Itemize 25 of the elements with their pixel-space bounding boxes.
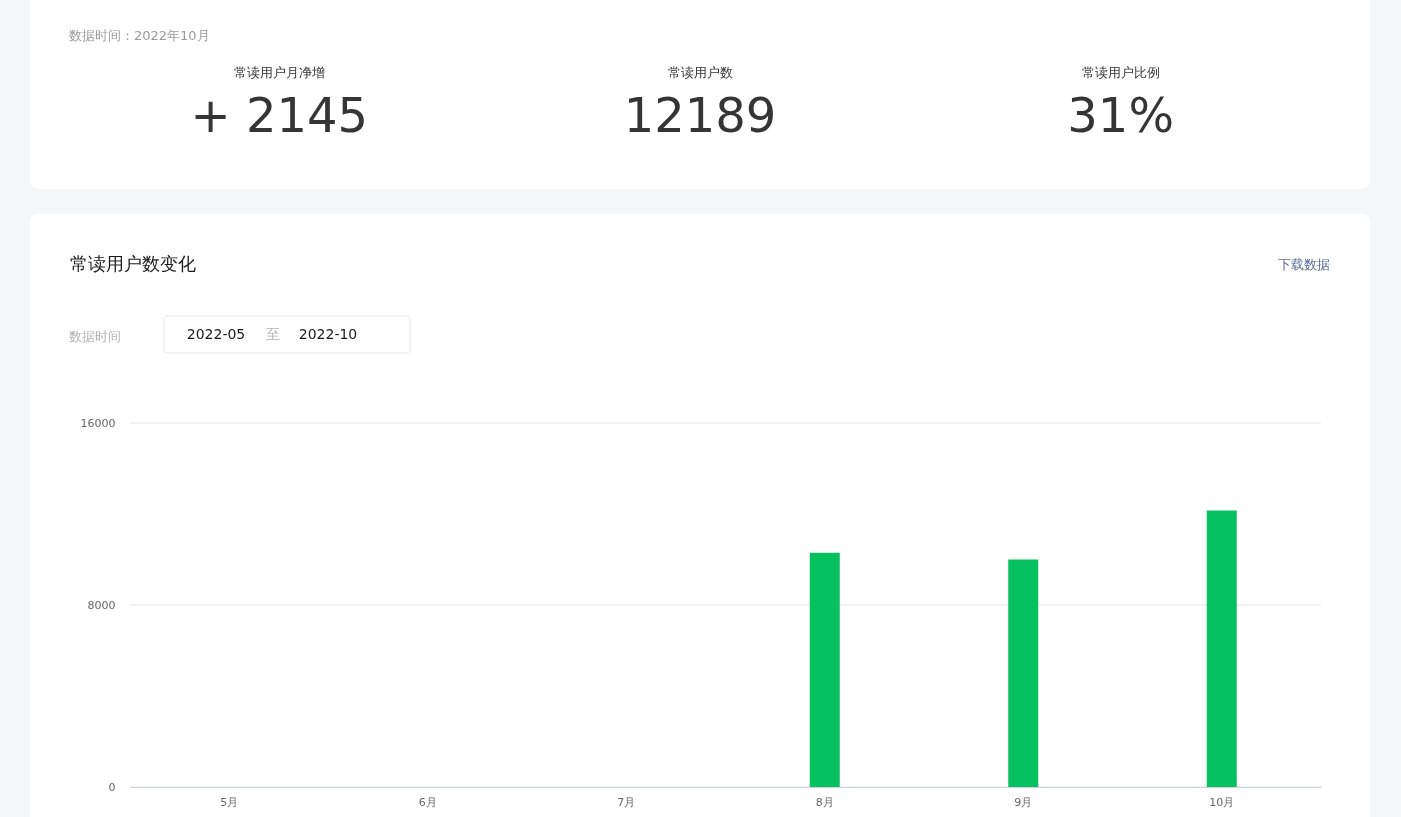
y-tick-label: 0 bbox=[108, 780, 116, 794]
text: 数据时间 bbox=[69, 329, 121, 344]
x-tick-label: 6月 bbox=[418, 795, 437, 809]
text: 至 bbox=[266, 326, 280, 342]
text: 2022-10 bbox=[298, 326, 358, 342]
text: 12189 bbox=[623, 87, 777, 143]
text: 31% bbox=[1067, 87, 1175, 143]
text: 下载数据 bbox=[1278, 257, 1330, 272]
text: 数据时间：2022年10月 bbox=[69, 28, 210, 43]
x-tick-label: 9月 bbox=[1014, 795, 1033, 809]
x-tick-label: 10月 bbox=[1209, 795, 1235, 809]
text: 2022-05 bbox=[186, 326, 246, 342]
chart-title: 常读用户数变化 bbox=[70, 253, 196, 274]
category-label: 常读用户月净增 bbox=[233, 65, 325, 80]
y-tick-label: 8000 bbox=[87, 598, 116, 612]
category-label: 常读用户数 bbox=[667, 65, 733, 80]
bar bbox=[1008, 559, 1039, 787]
x-tick-label: 7月 bbox=[617, 795, 636, 809]
y-tick-label: 16000 bbox=[80, 416, 116, 430]
x-tick-label: 5月 bbox=[220, 795, 239, 809]
text: + 2145 bbox=[190, 87, 369, 143]
category-label: 常读用户比例 bbox=[1081, 65, 1160, 80]
x-tick-label: 8月 bbox=[815, 795, 834, 809]
bar bbox=[1206, 510, 1237, 787]
bar bbox=[809, 552, 840, 787]
